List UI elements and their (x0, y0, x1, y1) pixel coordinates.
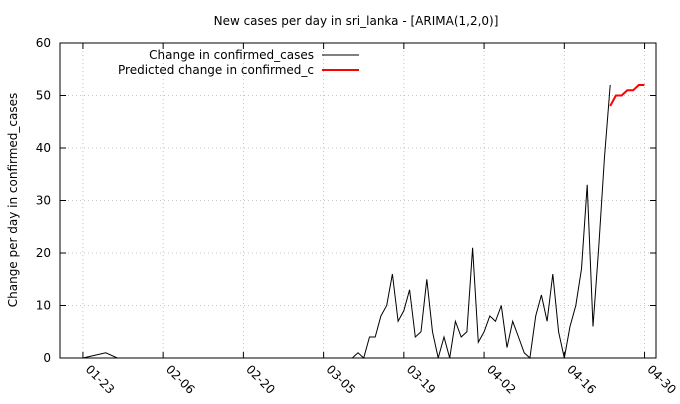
x-tick-label: 03-05 (323, 362, 358, 397)
y-tick-label: 40 (36, 141, 51, 155)
y-tick-label: 20 (36, 246, 51, 260)
series-line-predicted (609, 84, 645, 107)
y-tick-label: 50 (36, 89, 51, 103)
x-tick-label: 02-06 (163, 362, 198, 397)
x-tick-label: 04-30 (644, 362, 679, 397)
plot-border (59, 42, 657, 359)
y-axis-label: Change per day in confirmed_cases (6, 93, 20, 308)
legend-label: Change in confirmed_cases (149, 48, 314, 62)
y-tick-label: 30 (36, 194, 51, 208)
x-tick-label: 04-02 (484, 362, 519, 397)
x-tick-label: 01-23 (83, 362, 118, 397)
series-line-actual (82, 84, 611, 360)
y-tick-label: 10 (36, 299, 51, 313)
y-tick-label: 60 (36, 36, 51, 50)
x-tick-label: 02-20 (243, 362, 278, 397)
y-tick-label: 0 (43, 351, 51, 365)
x-tick-label: 04-16 (564, 362, 599, 397)
x-tick-label: 03-19 (404, 362, 439, 397)
legend-label: Predicted change in confirmed_c (118, 63, 314, 77)
chart-title: New cases per day in sri_lanka - [ARIMA(… (214, 14, 499, 28)
